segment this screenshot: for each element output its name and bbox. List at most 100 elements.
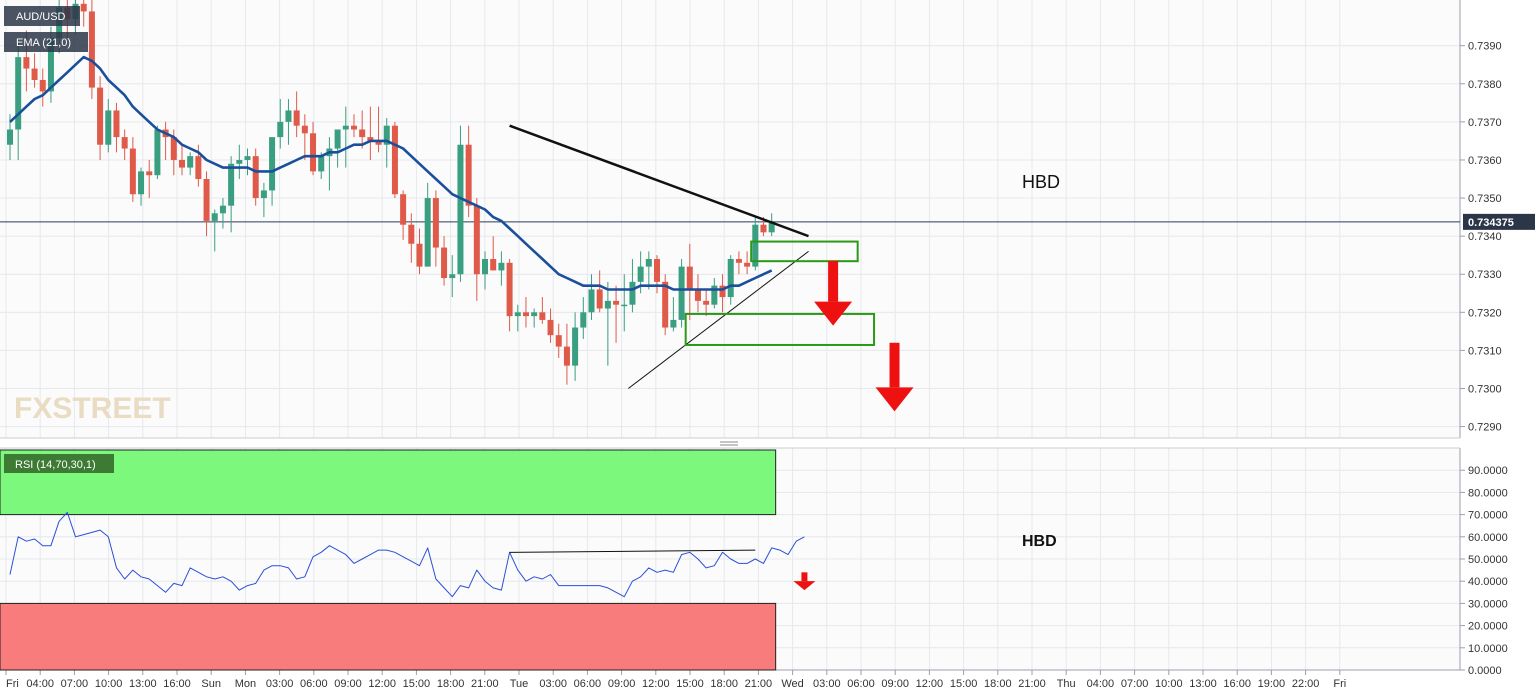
arrow-head — [793, 581, 816, 591]
candle-body — [203, 179, 210, 221]
rsi-badge — [4, 454, 114, 473]
price-axis: 0.7390 0.7380 0.7370 0.7360 0.7350 0.7340 0.73… — [1459, 0, 1502, 438]
candle — [498, 251, 505, 286]
candle — [768, 213, 775, 237]
candle-body — [260, 190, 267, 199]
candle — [563, 323, 570, 385]
time-tick-label: 03:00 — [266, 678, 294, 690]
candle-body — [301, 125, 308, 134]
candle-body — [113, 110, 120, 138]
time-tick-label: Wed — [781, 678, 803, 690]
candle-body — [47, 38, 54, 92]
time-tick-label: Mon — [235, 678, 256, 690]
arrow-head — [875, 387, 914, 412]
candle-body — [645, 258, 652, 267]
time-tick-label: 21:00 — [745, 678, 773, 690]
candle-body — [555, 335, 562, 347]
candle-body — [596, 289, 603, 309]
symbol-badge — [4, 6, 80, 26]
candle — [522, 297, 529, 328]
candle-body — [539, 312, 546, 320]
candle — [662, 274, 669, 336]
candle-body — [105, 110, 112, 145]
price-tick-label: 0.7340 — [1468, 231, 1502, 243]
candle — [711, 278, 718, 309]
candle-body — [269, 137, 276, 191]
time-tick-label: 06:00 — [300, 678, 328, 690]
candle-body — [23, 57, 30, 69]
candle — [621, 274, 628, 332]
candle-body — [449, 274, 456, 279]
price-tick-label: 0.7390 — [1468, 41, 1502, 53]
candle-body — [138, 171, 145, 195]
candle-body — [547, 319, 554, 336]
arrow-head — [814, 301, 853, 326]
pane-splitter — [0, 439, 1460, 447]
candle-body — [752, 224, 759, 267]
candle-body — [637, 266, 644, 282]
rsi-tick-label: 30.0000 — [1468, 598, 1508, 610]
candle-body — [432, 198, 439, 248]
candle-body — [80, 3, 87, 12]
candle-body — [400, 194, 407, 225]
price-tick-label: 0.7370 — [1468, 117, 1502, 129]
candle-body — [670, 319, 677, 328]
symbol-badge-label: AUD/USD — [16, 11, 66, 23]
candle-body — [359, 129, 366, 138]
candle-body — [563, 346, 570, 366]
candle-body — [342, 125, 349, 130]
candle — [334, 129, 341, 168]
candle-body — [531, 312, 538, 317]
candle — [539, 297, 546, 324]
target-zone-box — [684, 312, 876, 346]
candle — [277, 99, 284, 149]
candle — [719, 274, 726, 313]
time-tick-label: 15:00 — [676, 678, 704, 690]
target-zone-box — [750, 240, 859, 263]
candle-body — [506, 262, 513, 317]
candle-body — [367, 137, 374, 141]
candle-body — [588, 289, 595, 313]
candle — [359, 110, 366, 149]
candle-body — [146, 171, 153, 176]
rsi-axis: 90.0000 80.0000 70.0000 60.0000 50.0000 40.00… — [1459, 448, 1508, 677]
candle — [367, 106, 374, 160]
candle — [146, 159, 153, 199]
candle-body — [129, 148, 136, 195]
price-tick-label: 0.7290 — [1468, 422, 1502, 434]
ema-badge-label: EMA (21,0) — [16, 37, 71, 49]
candle — [727, 255, 734, 305]
candle-body — [310, 133, 317, 172]
rsi-tick-label: 90.0000 — [1468, 465, 1508, 477]
candle — [514, 304, 521, 332]
arrow-shaft — [889, 342, 900, 388]
candle — [391, 121, 398, 199]
candle-body — [457, 144, 464, 275]
price-pane-background — [0, 0, 1460, 438]
rsi-tick-label: 40.0000 — [1468, 576, 1508, 588]
candle — [744, 251, 751, 275]
candle — [531, 308, 538, 328]
candle-body — [760, 224, 767, 233]
time-tick-label: 13:00 — [1189, 678, 1217, 690]
time-tick-label: 15:00 — [403, 678, 431, 690]
candle-body — [482, 258, 489, 275]
candle-body — [236, 159, 243, 164]
price-tick-label: 0.7330 — [1468, 269, 1502, 281]
candle-body — [498, 262, 505, 271]
candle-body — [318, 156, 325, 172]
candle-body — [514, 312, 521, 317]
hbd-label: HBD — [1022, 172, 1060, 192]
candle-body — [187, 156, 194, 168]
time-tick-label: Thu — [1057, 678, 1076, 690]
candle — [547, 308, 554, 343]
candle — [375, 106, 382, 153]
candle — [293, 91, 300, 138]
time-tick-label: 09:00 — [334, 678, 362, 690]
time-tick-label: 10:00 — [1155, 678, 1183, 690]
candle-body — [15, 57, 22, 130]
legend: AUD/USD EMA (21,0) RSI (14,70,30,1) — [4, 6, 114, 473]
time-tick-label: 16:00 — [1223, 678, 1251, 690]
